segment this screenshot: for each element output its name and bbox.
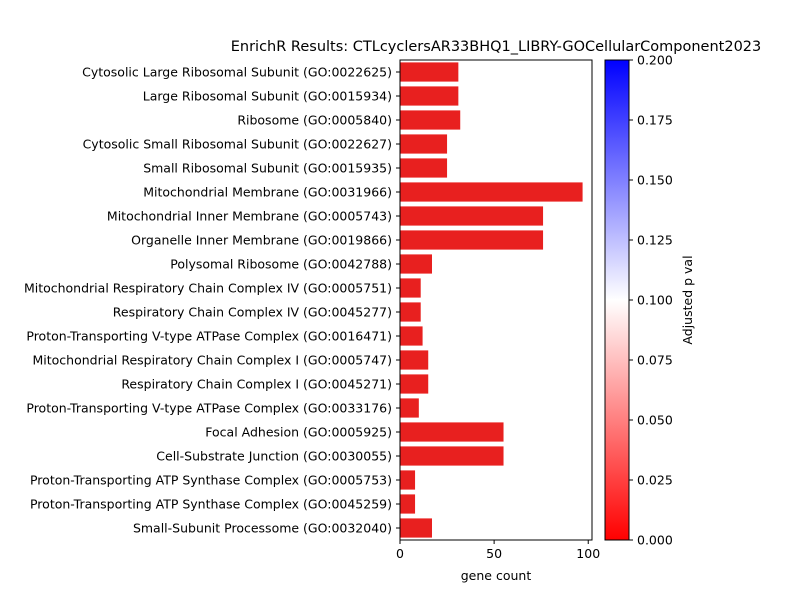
colorbar-tick-label-5: 0.125: [637, 233, 673, 248]
y-tick-label-19: Small-Subunit Processome (GO:0032040): [133, 521, 392, 536]
bar-18: [400, 494, 416, 514]
chart-title: EnrichR Results: CTLcyclersAR33BHQ1_LIBR…: [231, 39, 762, 55]
y-tick-label-8: Polysomal Ribosome (GO:0042788): [170, 257, 392, 272]
bar-group: [400, 62, 583, 538]
y-tick-label-12: Mitochondrial Respiratory Chain Complex …: [33, 353, 393, 368]
colorbar-tick-label-4: 0.100: [637, 293, 673, 308]
colorbar-tick-label-8: 0.200: [637, 53, 673, 68]
y-tick-label-4: Small Ribosomal Subunit (GO:0015935): [143, 161, 392, 176]
y-tick-label-6: Mitochondrial Inner Membrane (GO:0005743…: [107, 209, 392, 224]
y-tick-label-16: Cell-Substrate Junction (GO:0030055): [156, 449, 392, 464]
y-tick-label-13: Respiratory Chain Complex I (GO:0045271): [121, 377, 392, 392]
colorbar-tick-label-2: 0.050: [637, 413, 673, 428]
x-tick-label-1: 50: [486, 546, 502, 561]
y-tick-labels: Cytosolic Large Ribosomal Subunit (GO:00…: [24, 65, 400, 536]
colorbar-label: Adjusted p val: [680, 255, 695, 344]
y-tick-label-15: Focal Adhesion (GO:0005925): [205, 425, 392, 440]
colorbar-tick-label-3: 0.075: [637, 353, 673, 368]
bar-7: [400, 230, 544, 250]
colorbar-ticks: 0.000 0.025 0.050 0.075 0.100 0.125 0.150 0.175…: [629, 53, 673, 548]
bar-1: [400, 86, 459, 106]
bar-8: [400, 254, 432, 274]
colorbar-tick-label-6: 0.150: [637, 173, 673, 188]
y-tick-label-11: Proton-Transporting V-type ATPase Comple…: [26, 329, 392, 344]
y-tick-label-17: Proton-Transporting ATP Synthase Complex…: [30, 473, 392, 488]
x-ticks: 0 50 100: [396, 540, 600, 561]
bar-19: [400, 518, 432, 538]
colorbar-tick-label-7: 0.175: [637, 113, 673, 128]
y-tick-label-1: Large Ribosomal Subunit (GO:0015934): [143, 89, 392, 104]
bar-6: [400, 206, 544, 226]
y-tick-label-14: Proton-Transporting V-type ATPase Comple…: [26, 401, 392, 416]
bar-16: [400, 446, 504, 466]
y-tick-label-2: Ribosome (GO:0005840): [237, 113, 392, 128]
x-axis-label: gene count: [461, 568, 532, 583]
bar-13: [400, 374, 429, 394]
plot-frame: [399, 59, 593, 541]
bar-17: [400, 470, 416, 490]
bar-9: [400, 278, 421, 298]
bar-10: [400, 302, 421, 322]
y-tick-label-7: Organelle Inner Membrane (GO:0019866): [131, 233, 392, 248]
bar-12: [400, 350, 429, 370]
y-tick-label-10: Respiratory Chain Complex IV (GO:0045277…: [113, 305, 392, 320]
y-tick-label-9: Mitochondrial Respiratory Chain Complex …: [24, 281, 392, 296]
y-tick-label-5: Mitochondrial Membrane (GO:0031966): [143, 185, 392, 200]
bar-4: [400, 158, 448, 178]
bar-5: [400, 182, 583, 202]
bar-14: [400, 398, 419, 418]
colorbar-tick-label-1: 0.025: [637, 473, 673, 488]
y-tick-label-0: Cytosolic Large Ribosomal Subunit (GO:00…: [82, 65, 392, 80]
y-tick-label-18: Proton-Transporting ATP Synthase Complex…: [30, 497, 392, 512]
y-tick-label-3: Cytosolic Small Ribosomal Subunit (GO:00…: [83, 137, 392, 152]
bar-3: [400, 134, 448, 154]
bar-11: [400, 326, 423, 346]
colorbar: [604, 59, 630, 541]
x-tick-label-0: 0: [396, 546, 404, 561]
bar-0: [400, 62, 459, 82]
bar-2: [400, 110, 461, 130]
x-tick-label-2: 100: [576, 546, 600, 561]
bar-15: [400, 422, 504, 442]
colorbar-tick-label-0: 0.000: [637, 533, 673, 548]
